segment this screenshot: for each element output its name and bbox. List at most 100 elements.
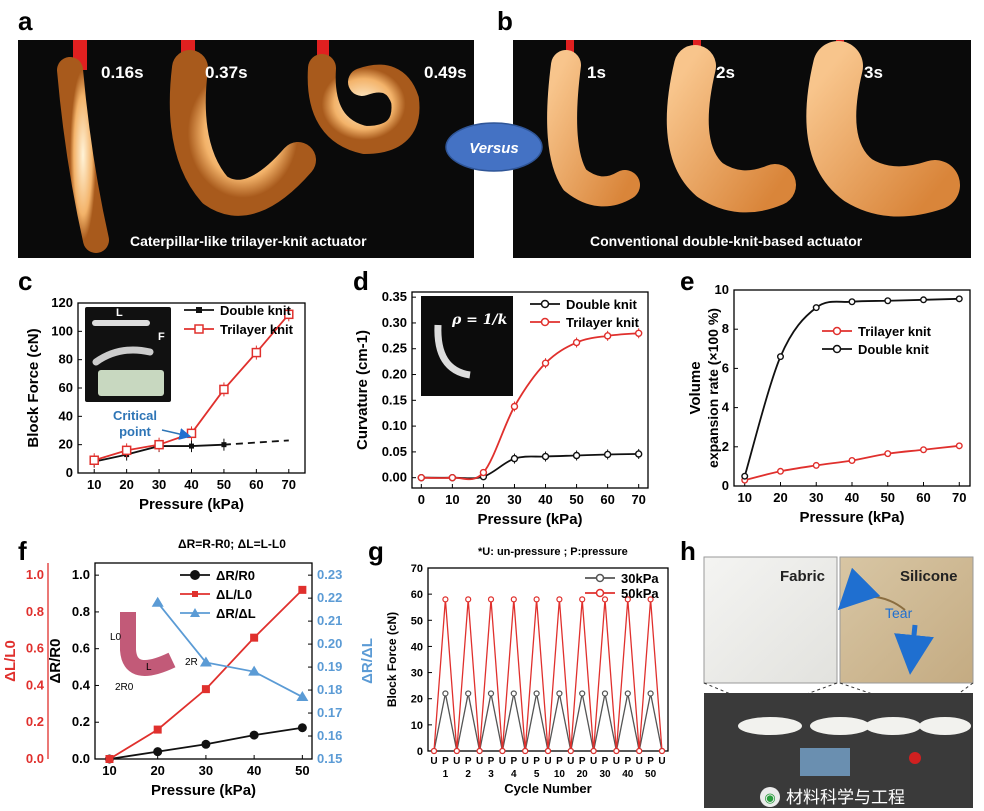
- inset-label: L0: [110, 632, 122, 643]
- x-tick-label: P: [442, 756, 449, 767]
- y-tick-label: 6: [722, 360, 729, 375]
- x-tick-label: U: [590, 756, 597, 767]
- data-point: [189, 443, 194, 449]
- time-label: 0.37s: [205, 63, 248, 82]
- series-extrapolation: [223, 439, 289, 446]
- cycle-label: 4: [511, 769, 517, 780]
- legend-label: Double knit: [566, 297, 637, 312]
- data-point: [541, 359, 550, 367]
- data-point: [955, 442, 963, 450]
- data-point: [201, 739, 211, 749]
- cycle-label: 50: [645, 769, 657, 780]
- x-tick-label: U: [567, 756, 574, 767]
- cycle-label: 2: [465, 769, 471, 780]
- y-tick-label-left: 0.2: [26, 714, 44, 729]
- inset-label: F: [158, 331, 165, 343]
- y-tick-label: 60: [59, 380, 73, 395]
- plot-frame: [94, 562, 313, 760]
- legend-label: Trilayer knit: [220, 322, 294, 337]
- x-tick-label: U: [522, 756, 529, 767]
- data-point: [601, 596, 609, 603]
- x-axis-label: Pressure (kPa): [799, 509, 904, 526]
- data-point: [476, 747, 483, 755]
- x-tick-label: 30: [199, 763, 213, 778]
- chart-c: 10 20 30 40 50 60 70 0 20 40 60 80 100 120 Pressure (k…: [25, 295, 306, 513]
- legend-label: ΔL/L0: [216, 587, 252, 602]
- legend-marker: [194, 324, 204, 334]
- x-tick-label: P: [533, 756, 540, 767]
- data-point: [250, 633, 259, 642]
- data-point: [221, 442, 227, 448]
- data-point: [556, 690, 563, 697]
- x-tick-label: 70: [282, 477, 296, 492]
- data-point: [417, 473, 426, 482]
- x-axis-label: Pressure (kPa): [139, 496, 244, 513]
- inset-label: L: [146, 662, 152, 673]
- y-axis-label-right: ΔR/ΔL: [359, 638, 376, 684]
- x-tick-label: P: [579, 756, 586, 767]
- data-point: [154, 439, 164, 450]
- data-point: [848, 457, 856, 465]
- data-point: [249, 730, 259, 740]
- data-point: [510, 690, 517, 697]
- x-tick-label: 50: [295, 763, 309, 778]
- data-point: [848, 298, 856, 306]
- actuator-curled: [307, 54, 420, 155]
- x-tick-label: U: [499, 756, 506, 767]
- actuator-bending: [169, 50, 316, 216]
- legend-marker: [595, 588, 605, 598]
- x-tick-label: 60: [916, 490, 930, 505]
- data-point: [533, 596, 540, 603]
- svg-text:◉: ◉: [764, 791, 775, 806]
- inset-formula: ρ = 1/k: [451, 312, 508, 328]
- y-tick-label: 0: [417, 746, 423, 758]
- panel-label-c: c: [18, 266, 32, 296]
- data-point: [636, 747, 643, 755]
- cycle-label: 20: [577, 769, 589, 780]
- data-point: [453, 747, 460, 755]
- x-tick-label: 50: [217, 477, 231, 492]
- y-tick-label-right: 0.16: [317, 728, 342, 743]
- tear-label: Tear: [885, 605, 913, 621]
- x-tick-label: U: [430, 756, 437, 767]
- y-tick-label: 20: [59, 437, 73, 452]
- annotation-text: Critical: [113, 408, 157, 423]
- inset-photo: [421, 296, 513, 396]
- data-point: [442, 596, 449, 603]
- legend-marker: [190, 570, 200, 580]
- y-tick-label: 0.05: [382, 444, 407, 459]
- legend-marker: [832, 326, 842, 336]
- legend-marker: [540, 299, 550, 309]
- x-tick-label: U: [658, 756, 665, 767]
- inset-tube: [120, 612, 176, 676]
- data-point: [284, 309, 294, 320]
- chart-g: *U: un-pressure ; P:pressure 0 10 20 30 40 50 6…: [385, 546, 669, 796]
- data-point: [603, 450, 612, 459]
- data-point: [105, 755, 114, 763]
- x-tick-label: U: [476, 756, 483, 767]
- data-point: [741, 472, 749, 480]
- x-axis-label: Pressure (kPa): [151, 782, 256, 799]
- x-tick-label: 40: [247, 763, 261, 778]
- data-point: [487, 690, 495, 697]
- y-tick-label-left: 0.8: [26, 604, 44, 619]
- x-tick-label: P: [624, 756, 631, 767]
- plot-frame: [411, 291, 649, 489]
- actuator-inflated-2: [666, 45, 796, 213]
- data-point: [572, 451, 581, 460]
- annotation-text: point: [119, 424, 151, 439]
- x-tick-label: 50: [881, 490, 895, 505]
- data-point: [251, 347, 262, 358]
- x-axis-label: Pressure (kPa): [477, 511, 582, 528]
- y-tick-label: 40: [411, 641, 423, 653]
- x-tick-label: U: [613, 756, 620, 767]
- legend-label: Double knit: [858, 342, 929, 357]
- legend-label: ΔR/ΔL: [216, 606, 256, 621]
- chart-e: 10 20 30 40 50 60 70 0 2 4 6 8 10 Pressure (kPa) Volum…: [687, 282, 971, 526]
- actuator-inflated-3: [806, 41, 960, 217]
- y-tick-label-mid: 0.0: [72, 751, 90, 766]
- panel-label-f: f: [18, 536, 27, 566]
- y-tick-label: 120: [51, 295, 73, 310]
- x-tick-label: U: [544, 756, 551, 767]
- silicone-label: Silicone: [900, 568, 958, 585]
